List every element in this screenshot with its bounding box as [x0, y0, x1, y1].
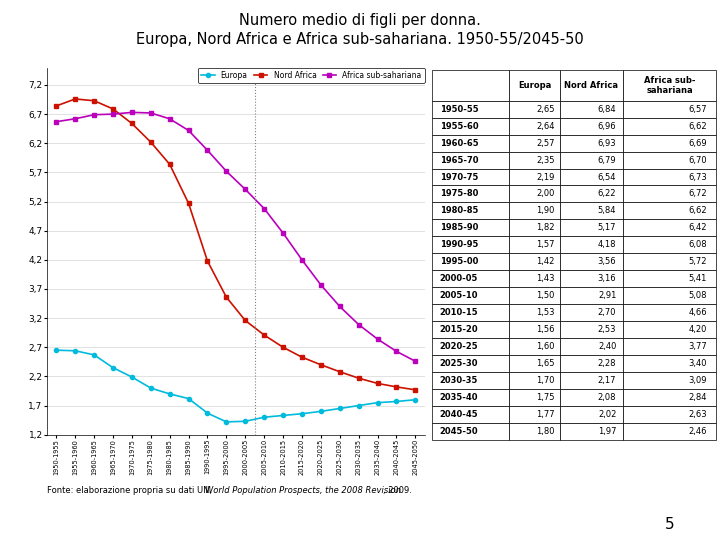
- Europa: [203, 410, 212, 416]
- Europa: [241, 418, 250, 424]
- Africa sub-sahariana: [109, 111, 117, 117]
- Europa: [317, 408, 325, 415]
- Nord Africa: [373, 380, 382, 387]
- Africa sub-sahariana: [146, 110, 155, 116]
- Europa: [260, 414, 269, 421]
- Nord Africa: [279, 344, 287, 350]
- Nord Africa: [71, 96, 79, 102]
- Europa: [222, 418, 230, 425]
- Africa sub-sahariana: [203, 147, 212, 153]
- Europa: [354, 402, 363, 409]
- Nord Africa: [127, 120, 136, 127]
- Nord Africa: [392, 383, 401, 390]
- Nord Africa: [297, 354, 306, 360]
- Nord Africa: [260, 332, 269, 338]
- Nord Africa: [241, 317, 250, 323]
- Line: Nord Africa: Nord Africa: [54, 97, 418, 392]
- Africa sub-sahariana: [297, 256, 306, 263]
- Legend: Europa, Nord Africa, Africa sub-sahariana: Europa, Nord Africa, Africa sub-saharian…: [198, 68, 425, 83]
- Africa sub-sahariana: [127, 109, 136, 116]
- Africa sub-sahariana: [184, 127, 193, 134]
- Africa sub-sahariana: [354, 321, 363, 328]
- Nord Africa: [166, 161, 174, 167]
- Africa sub-sahariana: [279, 230, 287, 237]
- Europa: [336, 405, 344, 411]
- Line: Africa sub-sahariana: Africa sub-sahariana: [54, 110, 418, 363]
- Text: Fonte: elaborazione propria su dati UN,: Fonte: elaborazione propria su dati UN,: [47, 486, 215, 495]
- Text: , 2009.: , 2009.: [383, 486, 413, 495]
- Europa: [392, 398, 401, 404]
- Nord Africa: [52, 103, 60, 109]
- Nord Africa: [317, 361, 325, 368]
- Europa: [90, 352, 99, 358]
- Africa sub-sahariana: [222, 168, 230, 174]
- Line: Europa: Europa: [54, 348, 418, 424]
- Africa sub-sahariana: [166, 116, 174, 122]
- Europa: [127, 374, 136, 380]
- Nord Africa: [184, 200, 193, 206]
- Europa: [146, 385, 155, 392]
- Nord Africa: [222, 294, 230, 300]
- Nord Africa: [203, 258, 212, 264]
- Nord Africa: [336, 368, 344, 375]
- Nord Africa: [354, 375, 363, 381]
- Europa: [71, 348, 79, 354]
- Text: 5: 5: [665, 517, 675, 532]
- Europa: [297, 410, 306, 417]
- Africa sub-sahariana: [373, 336, 382, 342]
- Africa sub-sahariana: [411, 358, 420, 365]
- Africa sub-sahariana: [241, 186, 250, 193]
- Europa: [279, 412, 287, 418]
- Africa sub-sahariana: [71, 116, 79, 122]
- Nord Africa: [146, 139, 155, 145]
- Europa: [166, 390, 174, 397]
- Nord Africa: [90, 98, 99, 104]
- Europa: [184, 395, 193, 402]
- Europa: [109, 364, 117, 371]
- Europa: [52, 347, 60, 353]
- Africa sub-sahariana: [317, 282, 325, 288]
- Nord Africa: [109, 106, 117, 112]
- Africa sub-sahariana: [52, 118, 60, 125]
- Africa sub-sahariana: [392, 348, 401, 355]
- Africa sub-sahariana: [336, 303, 344, 310]
- Text: Europa, Nord Africa e Africa sub-sahariana. 1950-55/2045-50: Europa, Nord Africa e Africa sub-saharia…: [136, 32, 584, 48]
- Europa: [411, 396, 420, 403]
- Africa sub-sahariana: [90, 111, 99, 118]
- Africa sub-sahariana: [260, 205, 269, 212]
- Text: World Population Prospects, the 2008 Revision: World Population Prospects, the 2008 Rev…: [205, 486, 401, 495]
- Nord Africa: [411, 387, 420, 393]
- Europa: [373, 400, 382, 406]
- Text: Numero medio di figli per donna.: Numero medio di figli per donna.: [239, 14, 481, 29]
